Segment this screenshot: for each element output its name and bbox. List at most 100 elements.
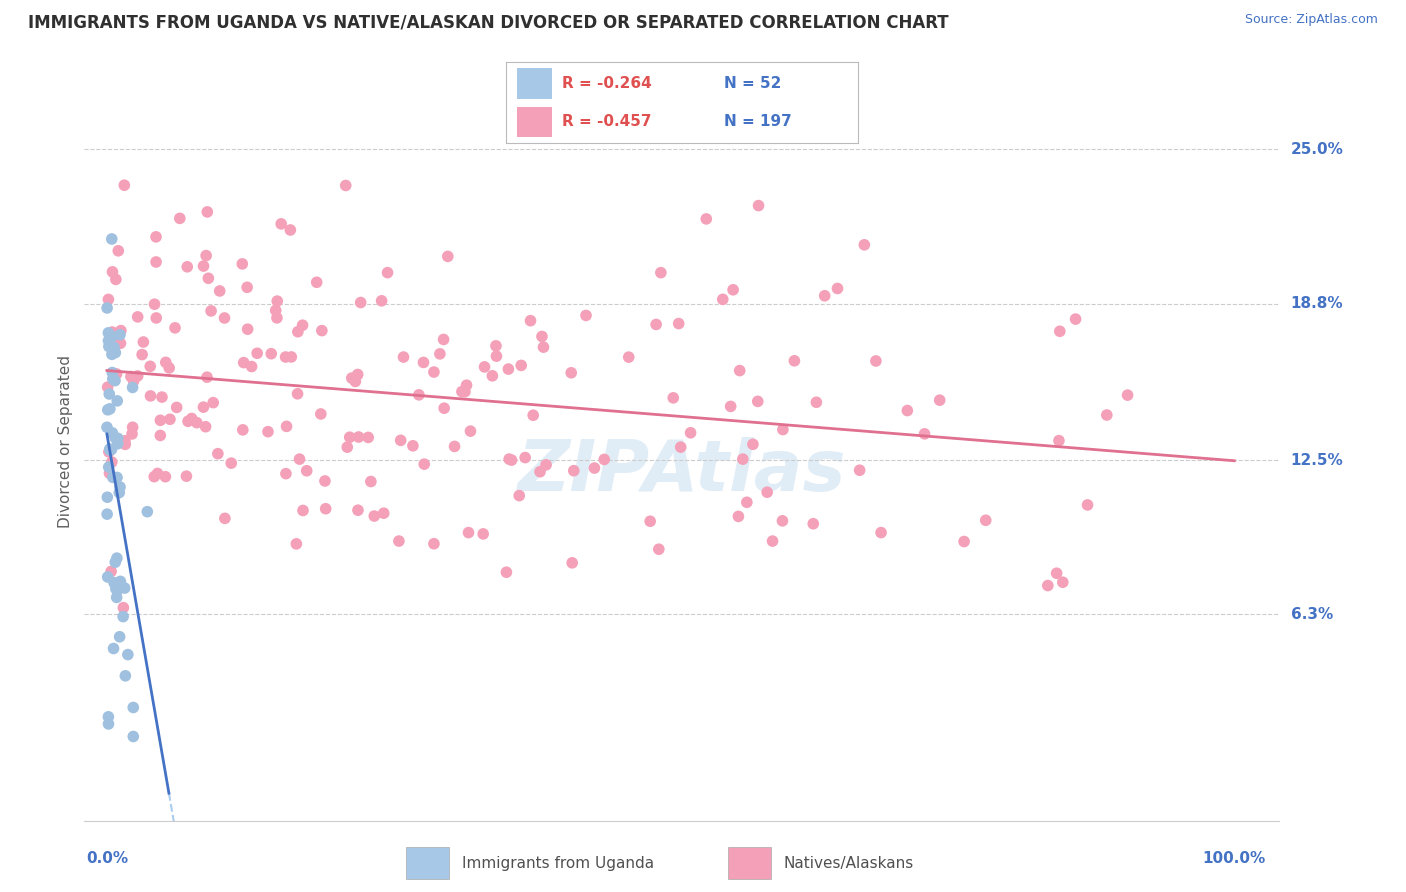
Point bbox=[742, 437, 765, 451]
Point bbox=[97, 380, 120, 394]
Point bbox=[121, 426, 143, 441]
Point bbox=[260, 347, 283, 361]
Point bbox=[108, 485, 131, 500]
Point bbox=[801, 516, 824, 531]
Point bbox=[266, 310, 288, 325]
Point bbox=[157, 360, 180, 375]
Point bbox=[711, 293, 734, 307]
Point bbox=[143, 469, 166, 483]
Point bbox=[97, 710, 120, 724]
Point bbox=[423, 365, 446, 379]
Point bbox=[97, 460, 120, 475]
Point bbox=[214, 310, 236, 325]
Point bbox=[177, 414, 200, 428]
Text: 0.0%: 0.0% bbox=[86, 851, 128, 866]
Point bbox=[402, 439, 425, 453]
Point bbox=[533, 340, 555, 354]
Point bbox=[98, 387, 121, 401]
Point bbox=[731, 452, 754, 467]
Point bbox=[679, 425, 702, 440]
Point bbox=[285, 537, 308, 551]
Text: IMMIGRANTS FROM UGANDA VS NATIVE/ALASKAN DIVORCED OR SEPARATED CORRELATION CHART: IMMIGRANTS FROM UGANDA VS NATIVE/ALASKAN… bbox=[28, 13, 949, 31]
Point bbox=[344, 375, 367, 389]
Point bbox=[270, 217, 292, 231]
Point bbox=[953, 534, 976, 549]
Point bbox=[1076, 498, 1098, 512]
Point bbox=[114, 669, 136, 683]
Point bbox=[519, 314, 541, 328]
Point bbox=[101, 265, 124, 279]
Point bbox=[110, 336, 132, 351]
Point bbox=[360, 475, 382, 489]
Point bbox=[974, 513, 997, 527]
Point bbox=[288, 452, 311, 467]
Point bbox=[292, 503, 315, 517]
Point bbox=[530, 329, 553, 343]
Point bbox=[350, 295, 373, 310]
Point bbox=[561, 556, 583, 570]
Point bbox=[145, 230, 167, 244]
Point bbox=[195, 370, 218, 384]
Point bbox=[236, 280, 259, 294]
Point bbox=[645, 318, 668, 332]
Point bbox=[314, 474, 336, 488]
Point bbox=[827, 281, 849, 295]
Point bbox=[96, 507, 118, 521]
Point bbox=[392, 350, 415, 364]
Point bbox=[121, 420, 143, 434]
Point bbox=[112, 600, 135, 615]
Point bbox=[727, 509, 749, 524]
Point bbox=[107, 244, 129, 258]
Point bbox=[114, 434, 136, 448]
Point bbox=[120, 369, 142, 384]
Point bbox=[103, 340, 125, 354]
Point bbox=[195, 205, 218, 219]
Point bbox=[104, 555, 127, 569]
Point bbox=[783, 353, 806, 368]
Point bbox=[117, 648, 139, 662]
Point bbox=[180, 411, 202, 425]
Point bbox=[456, 378, 478, 392]
Point bbox=[1047, 434, 1070, 448]
Point bbox=[127, 310, 149, 324]
Point bbox=[97, 339, 120, 353]
Point bbox=[232, 356, 254, 370]
Point bbox=[110, 324, 132, 338]
Point bbox=[132, 334, 155, 349]
Point bbox=[617, 350, 640, 364]
Point bbox=[668, 317, 690, 331]
Point bbox=[100, 565, 122, 579]
Point bbox=[1052, 575, 1074, 590]
Point bbox=[166, 401, 188, 415]
Point bbox=[295, 464, 318, 478]
Text: N = 197: N = 197 bbox=[724, 114, 792, 129]
Point bbox=[870, 525, 893, 540]
Point bbox=[339, 430, 361, 444]
Point bbox=[105, 551, 128, 566]
Point bbox=[127, 368, 149, 383]
Point bbox=[534, 458, 557, 472]
Bar bbox=[406, 847, 450, 879]
Point bbox=[814, 289, 837, 303]
Point bbox=[346, 368, 368, 382]
Point bbox=[648, 542, 671, 557]
Point bbox=[474, 359, 496, 374]
Point bbox=[193, 400, 215, 414]
Point bbox=[232, 423, 254, 437]
Point bbox=[1049, 324, 1071, 338]
Point bbox=[219, 456, 242, 470]
Point bbox=[231, 257, 253, 271]
Point bbox=[101, 372, 124, 386]
Point bbox=[98, 466, 121, 480]
Point bbox=[96, 490, 118, 504]
Point bbox=[155, 469, 177, 483]
Point bbox=[669, 440, 692, 454]
Point bbox=[101, 347, 124, 361]
Point bbox=[108, 327, 131, 342]
Point bbox=[280, 350, 302, 364]
Text: 100.0%: 100.0% bbox=[1202, 851, 1265, 866]
Point bbox=[575, 309, 598, 323]
Point bbox=[97, 402, 120, 417]
Point bbox=[498, 362, 520, 376]
Point bbox=[311, 324, 333, 338]
